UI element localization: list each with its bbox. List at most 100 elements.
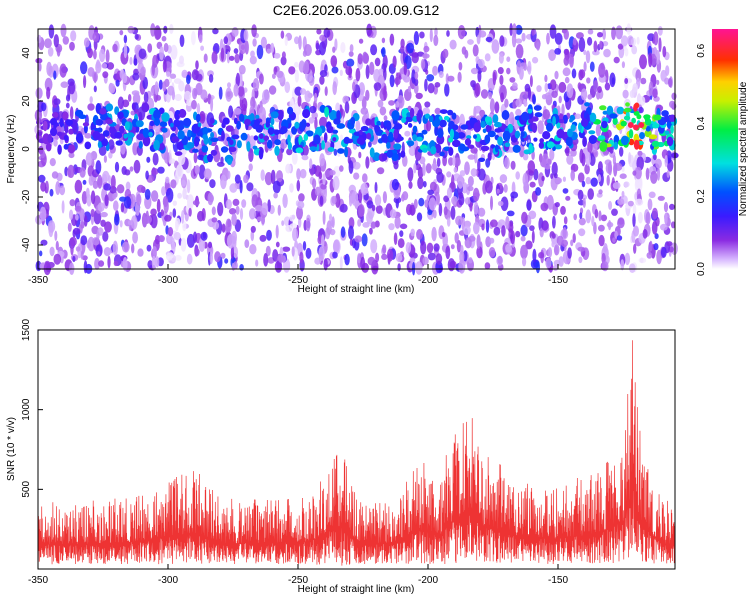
heatmap-ridge-cell [236,140,242,149]
heatmap-x-tick-label: -200 [418,275,438,286]
heatmap-cell [632,170,637,176]
heatmap-cell [140,66,146,76]
heatmap-ridge-cell [534,112,543,118]
heatmap-cell [243,174,249,184]
heatmap-ridge-cell [376,120,382,126]
heatmap-cell [614,230,618,239]
heatmap-cell [431,163,438,171]
heatmap-cell [476,34,481,45]
heatmap-cell [211,51,218,64]
heatmap-cell [474,82,481,97]
heatmap-cell [489,237,495,244]
heatmap-cell [578,256,583,264]
heatmap-cell [44,38,52,49]
heatmap-cell [453,166,458,173]
heatmap-cell [562,227,567,239]
heatmap-ridge-cell [174,151,183,156]
heatmap-cell [248,163,253,172]
heatmap-cell [266,48,271,54]
heatmap-cell [369,227,373,235]
heatmap-cell [602,41,609,47]
heatmap-ridge-cell [581,118,589,127]
heatmap-cell [619,146,624,157]
heatmap-cell [207,192,214,206]
heatmap-cell [434,107,441,115]
heatmap-cell [539,227,544,238]
heatmap-cell [368,141,372,148]
heatmap-cell [244,239,250,249]
heatmap-cell [417,166,424,179]
heatmap-cell [107,255,111,269]
heatmap-cell [44,180,49,194]
heatmap-cell [218,86,223,100]
heatmap-ridge-cell [388,131,394,142]
heatmap-cell [274,260,283,273]
heatmap-cell [224,258,229,264]
heatmap-cell [282,246,291,252]
heatmap-cell [188,207,192,217]
heatmap-cell [592,50,600,56]
heatmap-cell [648,191,656,199]
heatmap-cell [144,215,152,224]
heatmap-cell [41,102,47,112]
heatmap-ridge-cell [192,148,199,153]
heatmap-cell [598,63,606,78]
heatmap-cell [426,74,435,82]
heatmap-cell [83,37,90,48]
heatmap-cell [90,190,96,205]
heatmap-cell [88,175,94,186]
heatmap-cell [509,77,516,83]
heatmap-cell [365,89,370,101]
heatmap-cell [535,41,541,51]
heatmap-ridge-cell [119,125,125,134]
heatmap-cell [606,174,610,186]
heatmap-cell [150,190,159,202]
heatmap-ridge-cell [246,141,251,152]
heatmap-cell [424,199,429,208]
heatmap-ridge-cell [84,141,92,150]
heatmap-cell [472,187,480,202]
heatmap-cell [143,91,149,104]
heatmap-ridge-cell [514,130,521,139]
heatmap-cell [408,181,413,189]
heatmap-cell [541,175,545,182]
heatmap-cell [256,44,264,60]
heatmap-cell [93,72,97,84]
heatmap-cell [438,70,444,79]
heatmap-ridge-cell [344,146,348,158]
heatmap-cell [575,32,584,39]
heatmap-cell [392,55,397,68]
heatmap-ridge-cell [393,123,403,130]
heatmap-cell [177,164,182,177]
heatmap-ridge-cell [533,105,542,111]
heatmap-cell [233,83,239,97]
heatmap-cell [182,188,187,200]
heatmap-cell [180,237,187,252]
heatmap-cell [397,263,401,272]
heatmap-cell [422,256,429,265]
heatmap-cell [264,172,273,186]
heatmap-cell [186,233,195,248]
heatmap-cell [653,154,657,161]
heatmap-ridge-cell [485,124,492,133]
heatmap-cell [621,166,625,173]
heatmap-cell [370,239,378,254]
heatmap-cell [389,33,395,46]
heatmap-cell [158,79,163,90]
heatmap-cell [424,78,428,92]
heatmap-cell [457,125,461,134]
heatmap-cell [191,99,197,110]
heatmap-cell [331,66,339,74]
heatmap-ridge-cell [546,141,555,149]
heatmap-cell [602,28,606,40]
heatmap-cell [292,227,298,242]
heatmap-ridge-cell [670,125,674,134]
heatmap-cell [603,48,611,58]
heatmap-cell [567,247,572,259]
heatmap-cell [353,172,360,180]
heatmap-cell [523,99,527,105]
heatmap-cell [339,165,344,172]
heatmap-cell [181,179,186,187]
heatmap-cell [330,55,338,68]
heatmap-cell [597,86,602,93]
